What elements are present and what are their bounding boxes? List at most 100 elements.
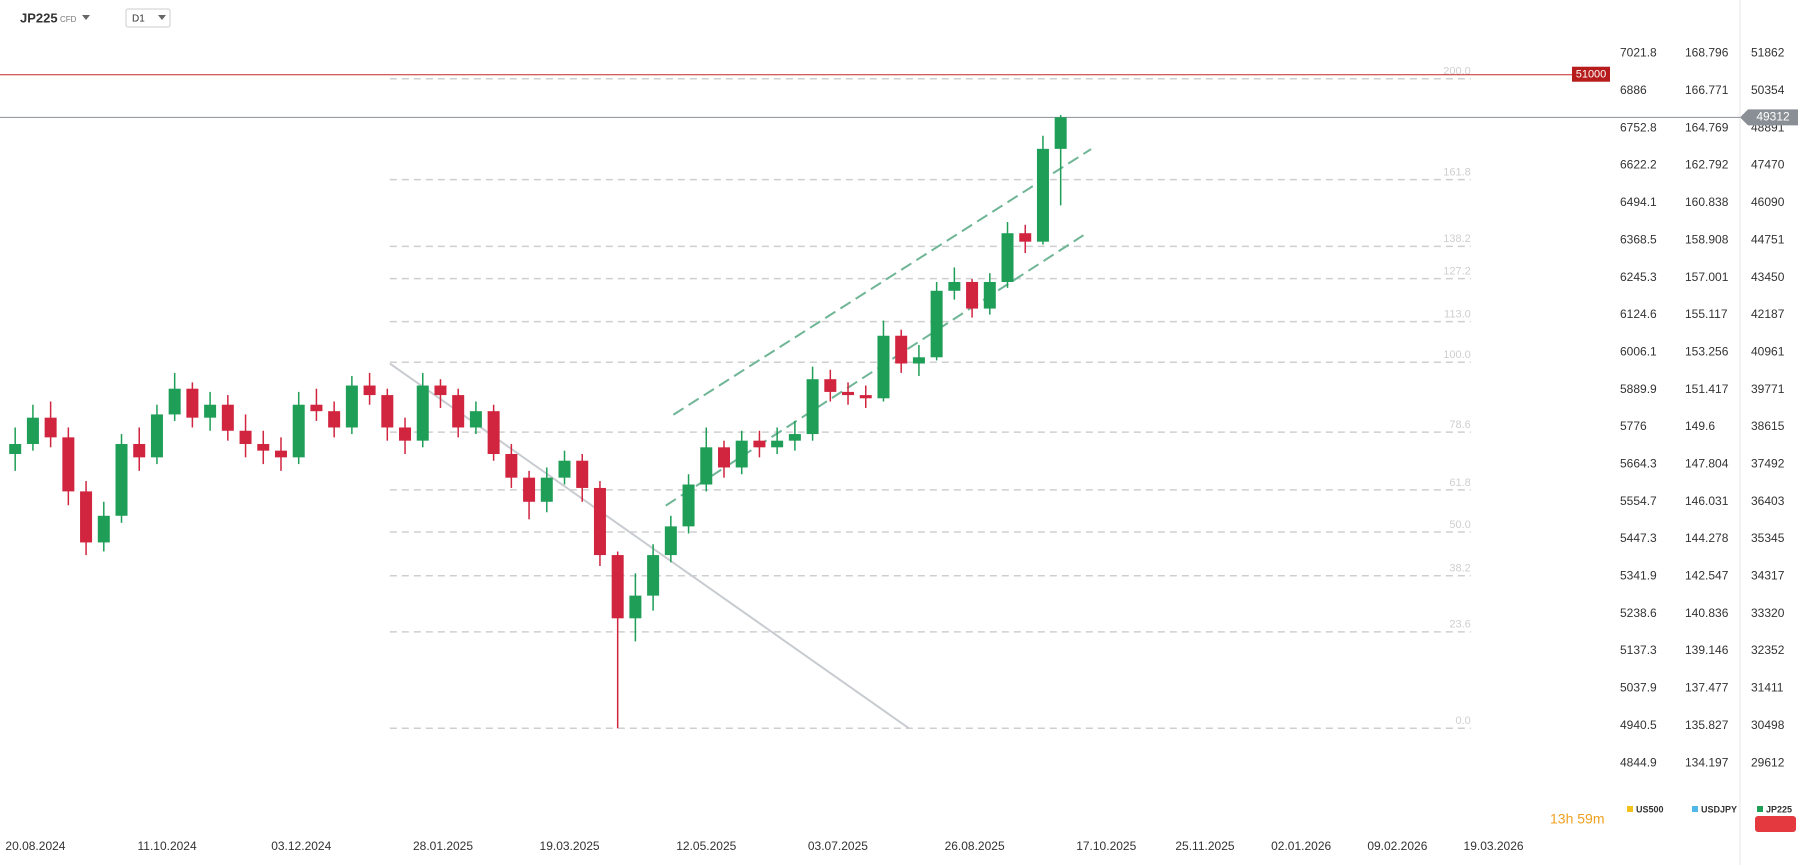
- compare-tick-label: 5037.9: [1620, 681, 1657, 695]
- interval-dropdown[interactable]: [158, 15, 166, 20]
- candle-body: [274, 450, 287, 458]
- legend-label: US500: [1636, 804, 1664, 814]
- y-tick-label: 46090: [1751, 195, 1785, 209]
- candle-body: [558, 460, 571, 478]
- x-tick-label: 20.08.2024: [5, 839, 65, 853]
- y-tick-label: 34317: [1751, 569, 1785, 583]
- x-tick-label: 09.02.2026: [1367, 839, 1427, 853]
- compare-tick-label: 5341.9: [1620, 569, 1657, 583]
- candle-body: [80, 491, 93, 543]
- compare-tick-label: 146.031: [1685, 494, 1729, 508]
- fib-label: 113.0: [1444, 309, 1471, 321]
- candle-body: [97, 515, 110, 543]
- compare-tick-label: 140.836: [1685, 606, 1729, 620]
- compare-tick-label: 157.001: [1685, 270, 1729, 284]
- candle-body: [204, 404, 217, 418]
- candle-body: [44, 417, 57, 438]
- trend-line: [672, 148, 1092, 416]
- compare-tick-label: 142.547: [1685, 569, 1729, 583]
- candle-body: [62, 437, 75, 492]
- x-tick-label: 02.01.2026: [1271, 839, 1331, 853]
- y-tick-label: 30498: [1751, 718, 1785, 732]
- compare-tick-label: 4844.9: [1620, 755, 1657, 769]
- candle-body: [186, 388, 199, 418]
- candle-body: [310, 404, 323, 412]
- interval[interactable]: D1: [132, 14, 145, 25]
- candle-body: [26, 417, 39, 444]
- candle-body: [292, 404, 305, 458]
- candle-body: [788, 434, 801, 441]
- action-button[interactable]: [1755, 816, 1796, 832]
- candle-body: [1054, 117, 1067, 149]
- candle-body: [664, 526, 677, 556]
- candle-body: [9, 443, 22, 454]
- toolbar: JP225 CFD D1: [20, 8, 171, 28]
- x-tick-label: 17.10.2025: [1076, 839, 1136, 853]
- x-tick-label: 11.10.2024: [137, 839, 196, 853]
- legend-swatch: [1692, 806, 1698, 812]
- candle-body: [221, 404, 234, 431]
- fib-label: 200.0: [1443, 66, 1471, 78]
- fib-label: 50.0: [1449, 519, 1470, 531]
- compare-tick-label: 135.827: [1685, 718, 1729, 732]
- symbol[interactable]: JP225: [20, 10, 58, 25]
- candle-body: [345, 385, 358, 428]
- instrument: CFD: [60, 15, 77, 24]
- fib-label: 0.0: [1455, 715, 1470, 727]
- interval-select[interactable]: [125, 8, 171, 28]
- y-tick-label: 33320: [1751, 606, 1785, 620]
- compare-tick-label: 166.771: [1685, 83, 1729, 97]
- fib-label: 161.8: [1443, 167, 1471, 179]
- candle-body: [257, 443, 270, 451]
- price-level-label: 49312: [1756, 110, 1790, 124]
- compare-tick-label: 7021.8: [1620, 46, 1657, 60]
- candle-body: [877, 335, 890, 399]
- fib-label: 23.6: [1449, 619, 1470, 631]
- candle-body: [150, 414, 163, 458]
- candle-body: [1001, 233, 1014, 282]
- candle-body: [966, 281, 979, 309]
- candle-body: [487, 411, 500, 454]
- y-tick-label: 43450: [1751, 270, 1785, 284]
- compare-tick-label: 134.197: [1685, 755, 1729, 769]
- y-tick-label: 42187: [1751, 307, 1785, 321]
- y-tick-label: 51862: [1751, 46, 1785, 60]
- candle-body: [930, 290, 943, 358]
- x-tick-label: 12.05.2025: [676, 839, 736, 853]
- candle-body: [168, 388, 181, 415]
- y-tick-label: 36403: [1751, 494, 1785, 508]
- candle-body: [363, 385, 376, 396]
- x-tick-label: 19.03.2026: [1464, 839, 1524, 853]
- fib-label: 38.2: [1449, 563, 1470, 575]
- compare-tick-label: 147.804: [1685, 457, 1729, 471]
- compare-tick-label: 5664.3: [1620, 457, 1657, 471]
- candle-body: [717, 447, 730, 468]
- compare-tick-label: 5889.9: [1620, 382, 1657, 396]
- legend-swatch: [1757, 806, 1763, 812]
- compare-tick-label: 6006.1: [1620, 344, 1657, 358]
- compare-tick-label: 168.796: [1685, 46, 1729, 60]
- candle-body: [239, 430, 252, 444]
- candle-body: [611, 555, 624, 619]
- fib-label: 138.2: [1443, 233, 1471, 245]
- x-tick-label: 28.01.2025: [413, 839, 473, 853]
- y-tick-label: 35345: [1751, 531, 1785, 545]
- x-tick-label: 03.07.2025: [808, 839, 868, 853]
- x-tick-label: 25.11.2025: [1175, 839, 1234, 853]
- x-tick-label: 03.12.2024: [271, 839, 331, 853]
- price-level-badge: [1572, 66, 1610, 82]
- candle-body: [1036, 148, 1049, 242]
- candle-body: [381, 395, 394, 428]
- candle-body: [753, 440, 766, 448]
- candle-body: [469, 411, 482, 428]
- candle-body: [328, 411, 341, 428]
- legend-label: JP225: [1766, 804, 1792, 814]
- candle-body: [806, 379, 819, 435]
- symbol-dropdown[interactable]: [82, 15, 90, 20]
- candle-body: [452, 395, 465, 428]
- compare-tick-label: 6752.8: [1620, 120, 1657, 134]
- compare-tick-label: 158.908: [1685, 232, 1729, 246]
- fib-label: 127.2: [1443, 266, 1471, 278]
- legend-label: USDJPY: [1701, 804, 1737, 814]
